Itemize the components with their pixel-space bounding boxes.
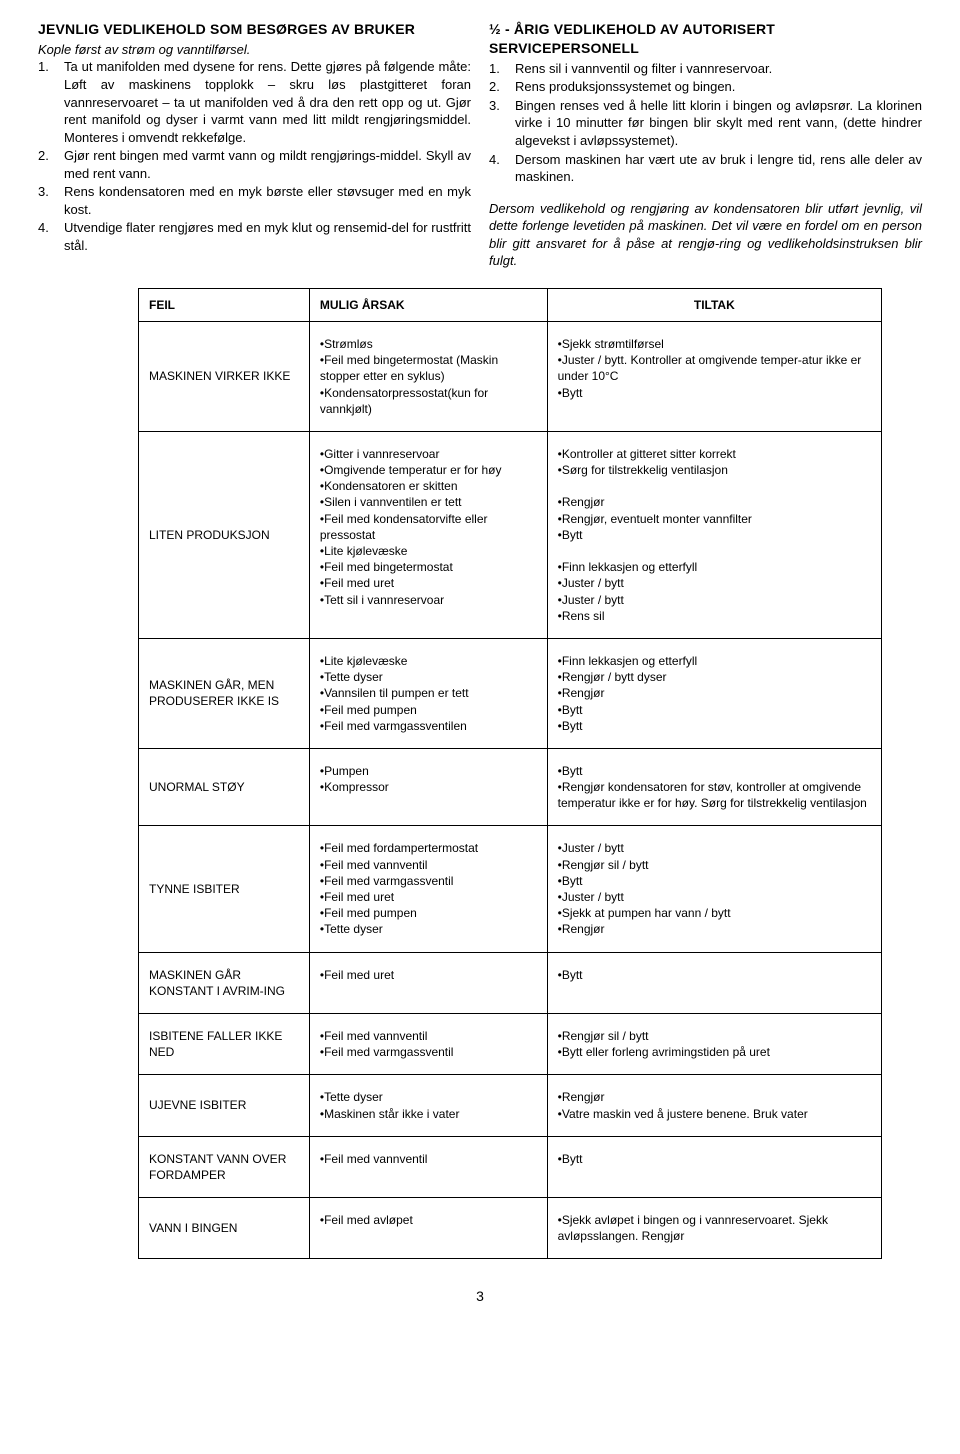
cell-fault: ISBITENE FALLER IKKE NED [139,1013,310,1074]
cell-cause: •Feil med vannventil [309,1136,547,1197]
list-item-number: 1. [38,58,54,146]
table-row: ISBITENE FALLER IKKE NED•Feil med vannve… [139,1013,882,1074]
list-item-text: Ta ut manifolden med dysene for rens. De… [64,58,471,146]
left-heading: JEVNLIG VEDLIKEHOLD SOM BESØRGES AV BRUK… [38,20,471,39]
cell-cause: •Strømløs •Feil med bingetermostat (Mask… [309,321,547,431]
cell-cause: •Feil med avløpet [309,1198,547,1259]
left-sub-italic: Kople først av strøm og vanntilførsel. [38,41,471,59]
cell-fault: UNORMAL STØY [139,748,310,826]
header-action: TILTAK [547,288,881,321]
list-item-text: Bingen renses ved å helle litt klorin i … [515,97,922,150]
cell-action: •Kontroller at gitteret sitter korrekt •… [547,431,881,638]
right-heading: ½ - ÅRIG VEDLIKEHOLD AV AUTORISERT SERVI… [489,20,922,58]
table-row: KONSTANT VANN OVER FORDAMPER•Feil med va… [139,1136,882,1197]
list-item-number: 2. [38,147,54,182]
cell-fault: UJEVNE ISBITER [139,1075,310,1136]
table-row: VANN I BINGEN•Feil med avløpet•Sjekk avl… [139,1198,882,1259]
list-item: 1. Rens sil i vannventil og filter i vann… [489,60,922,78]
header-fault: FEIL [139,288,310,321]
list-item: 4. Dersom maskinen har vært ute av bruk i… [489,151,922,186]
table-row: TYNNE ISBITER•Feil med fordampertermosta… [139,826,882,952]
list-item-number: 3. [489,97,505,150]
list-item-text: Rens kondensatoren med en myk børste ell… [64,183,471,218]
cell-cause: •Gitter i vannreservoar •Omgivende tempe… [309,431,547,638]
cell-fault: KONSTANT VANN OVER FORDAMPER [139,1136,310,1197]
list-item-number: 2. [489,78,505,96]
cell-cause: •Pumpen •Kompressor [309,748,547,826]
list-item: 3.Bingen renses ved å helle litt klorin … [489,97,922,150]
list-item-text: Dersom maskinen har vært ute av bruk i l… [515,151,922,186]
list-item: 1.Ta ut manifolden med dysene for rens. … [38,58,471,146]
cell-action: •Bytt •Rengjør kondensatoren for støv, k… [547,748,881,826]
list-item: 3. Rens kondensatoren med en myk børste e… [38,183,471,218]
cell-fault: TYNNE ISBITER [139,826,310,952]
list-item: 2. Gjør rent bingen med varmt vann og mil… [38,147,471,182]
cell-cause: •Feil med uret [309,952,547,1013]
right-column: ½ - ÅRIG VEDLIKEHOLD AV AUTORISERT SERVI… [489,20,922,270]
cell-action: •Sjekk avløpet i bingen og i vannreservo… [547,1198,881,1259]
list-item-text: Gjør rent bingen med varmt vann og mildt… [64,147,471,182]
list-item-text: Rens produksjonssystemet og bingen. [515,78,922,96]
list-item-number: 4. [489,151,505,186]
list-item-number: 3. [38,183,54,218]
list-item-number: 4. [38,219,54,254]
list-item-text: Utvendige flater rengjøres med en myk kl… [64,219,471,254]
cell-action: •Sjekk strømtilførsel •Juster / bytt. Ko… [547,321,881,431]
left-column: JEVNLIG VEDLIKEHOLD SOM BESØRGES AV BRUK… [38,20,471,270]
cell-fault: LITEN PRODUKSJON [139,431,310,638]
list-item-text: Rens sil i vannventil og filter i vannre… [515,60,922,78]
table-header-row: FEIL MULIG ÅRSAK TILTAK [139,288,882,321]
cell-action: •Juster / bytt •Rengjør sil / bytt •Bytt… [547,826,881,952]
cell-cause: •Lite kjølevæske •Tette dyser •Vannsilen… [309,638,547,748]
troubleshoot-section: FEIL MULIG ÅRSAK TILTAK MASKINEN VIRKER … [38,288,922,1260]
list-item: 4. Utvendige flater rengjøres med en myk … [38,219,471,254]
cell-action: •Bytt [547,952,881,1013]
table-row: MASKINEN GÅR, MEN PRODUSERER IKKE IS•Lit… [139,638,882,748]
cell-cause: •Tette dyser •Maskinen står ikke i vater [309,1075,547,1136]
table-row: UNORMAL STØY•Pumpen •Kompressor•Bytt •Re… [139,748,882,826]
left-list: 1.Ta ut manifolden med dysene for rens. … [38,58,471,254]
table-row: MASKINEN VIRKER IKKE•Strømløs •Feil med … [139,321,882,431]
cell-fault: VANN I BINGEN [139,1198,310,1259]
two-column-section: JEVNLIG VEDLIKEHOLD SOM BESØRGES AV BRUK… [38,20,922,270]
list-item-number: 1. [489,60,505,78]
cell-fault: MASKINEN GÅR KONSTANT I AVRIM-ING [139,952,310,1013]
page-number: 3 [38,1287,922,1306]
cell-action: •Rengjør •Vatre maskin ved å justere ben… [547,1075,881,1136]
list-item: 2. Rens produksjonssystemet og bingen. [489,78,922,96]
table-row: LITEN PRODUKSJON•Gitter i vannreservoar … [139,431,882,638]
right-list: 1. Rens sil i vannventil og filter i vann… [489,60,922,186]
right-note: Dersom vedlikehold og rengjøring av kond… [489,200,922,270]
table-row: MASKINEN GÅR KONSTANT I AVRIM-ING•Feil m… [139,952,882,1013]
table-row: UJEVNE ISBITER•Tette dyser •Maskinen stå… [139,1075,882,1136]
table-body: MASKINEN VIRKER IKKE•Strømløs •Feil med … [139,321,882,1259]
cell-fault: MASKINEN GÅR, MEN PRODUSERER IKKE IS [139,638,310,748]
cell-action: •Finn lekkasjen og etterfyll •Rengjør / … [547,638,881,748]
cell-fault: MASKINEN VIRKER IKKE [139,321,310,431]
cell-action: •Bytt [547,1136,881,1197]
cell-cause: •Feil med fordampertermostat •Feil med v… [309,826,547,952]
troubleshoot-table: FEIL MULIG ÅRSAK TILTAK MASKINEN VIRKER … [138,288,882,1260]
cell-cause: •Feil med vannventil •Feil med varmgassv… [309,1013,547,1074]
cell-action: •Rengjør sil / bytt •Bytt eller forleng … [547,1013,881,1074]
header-cause: MULIG ÅRSAK [309,288,547,321]
